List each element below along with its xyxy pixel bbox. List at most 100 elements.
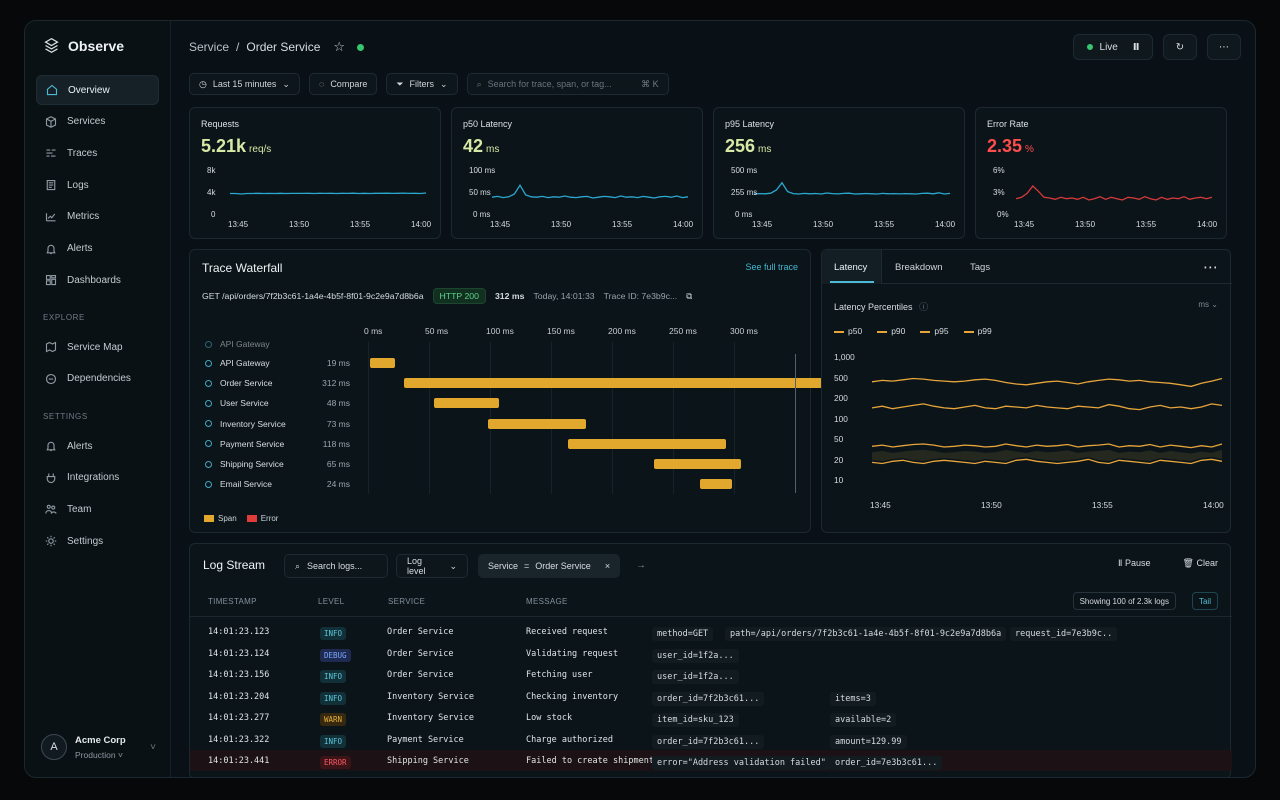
units-select[interactable]: ms ⌄ (1198, 300, 1218, 309)
time-range-button[interactable]: ◷ Last 15 minutes ⌄ (189, 73, 300, 95)
metric-x-tick: 13:50 (813, 220, 834, 229)
waterfall-span[interactable] (403, 378, 822, 389)
pause-button[interactable]: Ⅱ Pause (1118, 558, 1151, 568)
map-icon (45, 341, 57, 353)
settings-item-team[interactable]: Team (36, 494, 159, 524)
latency-line-p50[interactable] (871, 458, 1223, 465)
log-tag[interactable]: order_id=7f2b3c61... (652, 691, 765, 706)
sidebar-item-dashboards[interactable]: Dashboards (36, 265, 159, 295)
log-tag[interactable]: error="Address validation failed" (652, 756, 831, 770)
percentile-legend-p99[interactable]: p99 (963, 326, 992, 336)
settings-item-alerts[interactable]: Alerts (36, 431, 159, 461)
log-tag[interactable]: user_id=1f2a... (652, 670, 739, 684)
close-icon[interactable]: × (604, 561, 611, 571)
waterfall-service-row[interactable]: Payment Service 118 ms (205, 436, 350, 452)
waterfall-tick: 300 ms (730, 326, 758, 336)
percentile-legend-p95[interactable]: p95 (920, 326, 949, 336)
metric-y-tick: 50 ms (469, 188, 491, 197)
tab-latency[interactable]: Latency (834, 262, 868, 273)
log-level-select[interactable]: Log level ⌄ (396, 554, 468, 578)
waterfall-service-row[interactable]: Shipping Service 65 ms (205, 456, 350, 472)
breadcrumb-root[interactable]: Service (189, 40, 230, 54)
log-row[interactable]: 14:01:23.156 INFO Order Service Fetching… (190, 664, 1232, 685)
account-switcher[interactable]: A Acme Corp Production ˅ ˅ (41, 729, 156, 765)
log-tag[interactable]: method=GET (652, 627, 714, 641)
more-button[interactable]: ⋯ (1207, 34, 1241, 60)
latency-line-p95[interactable] (871, 403, 1223, 411)
sidebar-item-services[interactable]: Services (36, 107, 159, 137)
waterfall-service-row[interactable]: Inventory Service 73 ms (205, 416, 350, 432)
settings-item-integrations[interactable]: Integrations (36, 463, 159, 493)
live-toggle[interactable]: Live Ⅱ (1073, 34, 1153, 60)
log-tag[interactable]: order_id=7e3b3c61... (830, 756, 943, 770)
latency-line-p99[interactable] (871, 377, 1223, 388)
log-tag[interactable]: order_id=7f2b3c61... (652, 734, 765, 749)
waterfall-span[interactable] (654, 459, 742, 469)
sidebar-item-metrics[interactable]: Metrics (36, 202, 159, 232)
waterfall-span[interactable] (370, 358, 396, 368)
log-row[interactable]: 14:01:23.277 WARN Inventory Service Low … (190, 707, 1232, 728)
tab-breakdown[interactable]: Breakdown (895, 262, 943, 273)
trace-search-input[interactable]: ⌕ Search for trace, span, or tag... ⌘ K (466, 73, 669, 95)
percentile-legend-p90[interactable]: p90 (877, 326, 905, 336)
star-icon[interactable]: ☆ (333, 39, 346, 54)
log-tag[interactable]: path=/api/orders/7f2b3c61-1a4e-4b5f-8f01… (725, 627, 1007, 641)
metric-sparkline (491, 183, 689, 199)
waterfall-service-row[interactable]: Email Service 24 ms (205, 476, 350, 492)
compare-button[interactable]: ◌ Compare (308, 73, 378, 95)
waterfall-span[interactable] (487, 418, 586, 429)
filters-button[interactable]: ⏷ Filters ⌄ (386, 73, 458, 95)
percentile-legend-p50[interactable]: p50 (834, 326, 862, 336)
latency-chart (871, 377, 1223, 465)
sidebar-item-dependencies[interactable]: Dependencies (36, 364, 159, 394)
tab-tags[interactable]: Tags (970, 262, 991, 273)
copy-icon[interactable]: ⧉ (686, 290, 693, 301)
sidebar-item-service-map[interactable]: Service Map (36, 332, 159, 362)
toolbar: ◷ Last 15 minutes ⌄ ◌ Compare ⏷ Filters ⌄ ⌕ Se… (189, 73, 669, 95)
metric-x-tick: 14:00 (1197, 220, 1218, 229)
metric-card-requests[interactable]: Requests 5.21k req/s 8k 4k 0 13:45 13:50 13:55 1… (189, 107, 441, 239)
waterfall-service-row[interactable]: Order Service 312 ms (205, 375, 350, 391)
service-duration: 312 ms (322, 378, 350, 389)
clear-button[interactable]: 🗑 Clear (1182, 558, 1218, 568)
waterfall-span[interactable] (568, 438, 727, 449)
log-row[interactable]: 14:01:23.124 DEBUG Order Service Validat… (190, 643, 1232, 664)
log-tag[interactable]: item_id=sku_123 (652, 713, 739, 727)
refresh-button[interactable]: ↻ (1163, 34, 1197, 60)
tail-toggle[interactable]: Tail (1191, 592, 1218, 610)
waterfall-span[interactable] (699, 479, 732, 490)
log-tag[interactable]: items=3 (830, 691, 876, 706)
metric-card-p95-latency[interactable]: p95 Latency 256 ms 500 ms 255 ms 0 ms 13:45 13… (713, 107, 965, 239)
log-tag[interactable]: available=2 (830, 713, 897, 727)
metric-y-tick: 0 (211, 210, 216, 219)
waterfall-service-row[interactable]: User Service 48 ms (205, 395, 350, 411)
log-tag[interactable]: request_id=7e3b9c.. (1010, 627, 1118, 641)
service-filter-chip[interactable]: Service = Order Service × (478, 554, 621, 578)
waterfall-service-row[interactable]: API Gateway 19 ms (205, 355, 350, 371)
settings-item-settings[interactable]: Settings (36, 526, 159, 556)
more-icon: ⋯ (1219, 41, 1229, 53)
log-row[interactable]: 14:01:23.441 ERROR Shipping Service Fail… (190, 750, 1232, 771)
more-icon[interactable]: ⋯ (1203, 259, 1218, 276)
service-duration: 73 ms (326, 418, 350, 429)
service-duration: 48 ms (326, 398, 350, 409)
latency-line-p90[interactable] (871, 443, 1223, 449)
log-tag[interactable]: user_id=1f2a... (652, 648, 739, 663)
log-row[interactable]: 14:01:23.322 INFO Payment Service Charge… (190, 729, 1232, 750)
metric-card-p50-latency[interactable]: p50 Latency 42 ms 100 ms 50 ms 0 ms 13:45 13:5… (451, 107, 703, 239)
log-tag[interactable]: amount=129.99 (830, 734, 907, 749)
brand[interactable]: Observe (43, 37, 124, 54)
sidebar-item-alerts[interactable]: Alerts (36, 234, 159, 264)
sidebar-item-traces[interactable]: Traces (36, 138, 159, 168)
log-search-input[interactable]: ⌕ Search logs... (284, 554, 388, 578)
metric-card-error-rate[interactable]: Error Rate 2.35% 6% 3% 0% 13:45 13:50 13:55 14:… (975, 107, 1227, 239)
log-row[interactable]: 14:01:23.204 INFO Inventory Service Chec… (190, 686, 1232, 707)
service-row-top[interactable]: API Gateway (205, 336, 350, 352)
sidebar-item-overview[interactable]: Overview (36, 75, 159, 105)
latency-tabs: Latency Breakdown Tags ⋯ (822, 250, 1232, 284)
log-row[interactable]: 14:01:23.123 INFO Order Service Received… (190, 621, 1232, 642)
waterfall-span[interactable] (434, 398, 499, 409)
sidebar-item-logs[interactable]: Logs (36, 170, 159, 200)
arrow-right-icon[interactable]: → (636, 560, 646, 571)
see-full-trace-link[interactable]: See full trace (745, 262, 798, 272)
